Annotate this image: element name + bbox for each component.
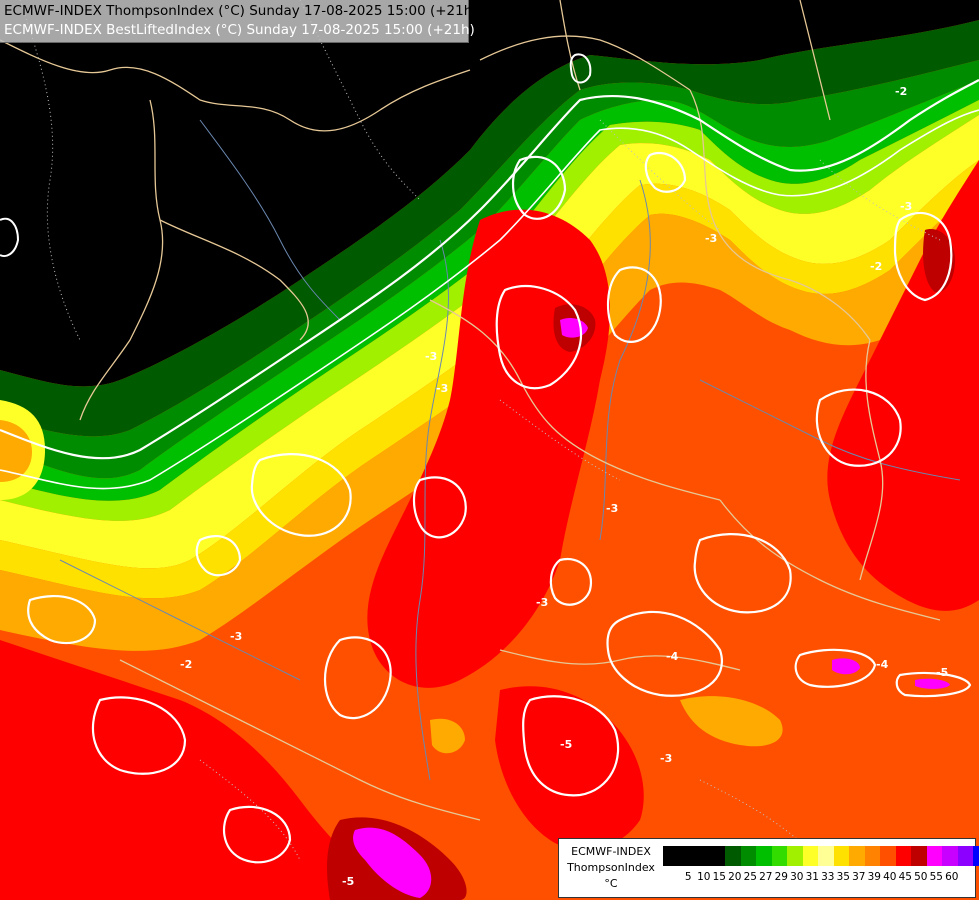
legend-tick-label: 37 [852, 871, 866, 883]
contour-label-group: -3 -3 -3 -3 -3 -3 -3 -3 -4 -4 -5 -5 -5 -… [180, 85, 948, 888]
legend-tick-label: 5 [684, 871, 692, 883]
legend-swatch [942, 846, 958, 866]
field-green-dark [0, 20, 979, 437]
legend-swatch [973, 846, 979, 866]
contours [0, 79, 979, 864]
contour-label: -3 [606, 502, 618, 515]
field-magenta-2 [353, 827, 432, 898]
legend-swatch [818, 846, 834, 866]
legend-tick-label: 15 [712, 871, 726, 883]
contour-label: -3 [436, 382, 448, 395]
contour-label: -4 [666, 650, 679, 663]
legend-swatch [833, 846, 849, 866]
legend-tick-label: 29 [774, 871, 788, 883]
color-legend: ECMWF-INDEX ThompsonIndex °C 5 10 15 20 25 27… [558, 838, 979, 898]
contour-label: -3 [536, 596, 548, 609]
legend-swatch [911, 846, 927, 866]
field-orange-left [0, 420, 32, 482]
legend-model: ECMWF-INDEX [571, 845, 651, 858]
legend-swatch [787, 846, 803, 866]
legend-swatch [864, 846, 880, 866]
legend-swatch [756, 846, 772, 866]
legend-swatch [926, 846, 942, 866]
legend-tick-label: 40 [883, 871, 897, 883]
legend-swatch [740, 846, 756, 866]
legend-tick-label: 35 [836, 871, 850, 883]
dotted-borders [19, 0, 941, 861]
contour-label: -5 [560, 738, 572, 751]
title-line-thompson: ECMWF-INDEX ThompsonIndex (°C) Sunday 17… [4, 3, 478, 19]
contour-label: -2 [870, 260, 882, 273]
legend-swatch [678, 846, 694, 866]
legend-swatch [694, 846, 710, 866]
legend-tick-label: 20 [728, 871, 742, 883]
legend-swatch [957, 846, 973, 866]
legend-tick-label: 55 [929, 871, 943, 883]
legend-swatch [663, 846, 679, 866]
contour-label: -3 [705, 232, 717, 245]
field-green-light [0, 80, 979, 501]
legend-tick-label: 60 [945, 871, 959, 883]
contour-label: -5 [342, 875, 354, 888]
contour-label: -3 [660, 752, 672, 765]
legend-tick-label: 10 [697, 871, 711, 883]
contour-label: -2 [180, 658, 192, 671]
legend-swatch [771, 846, 787, 866]
contour-label: -5 [936, 666, 948, 679]
legend-tick-label: 39 [867, 871, 881, 883]
map-title: ECMWF-INDEX ThompsonIndex (°C) Sunday 17… [0, 0, 478, 43]
legend-tick-label: 45 [898, 871, 912, 883]
legend-swatch [725, 846, 741, 866]
legend-tick-label: 30 [790, 871, 804, 883]
legend-parameter: ThompsonIndex [567, 861, 655, 874]
legend-swatches [663, 846, 979, 866]
legend-swatch [849, 846, 865, 866]
field-orange-patch-2 [430, 718, 465, 754]
legend-tick-label: 25 [743, 871, 757, 883]
legend-swatch [880, 846, 896, 866]
contour-label: -2 [895, 85, 907, 98]
contour-label: -3 [230, 630, 242, 643]
legend-swatch [709, 846, 725, 866]
legend-unit: °C [604, 877, 618, 890]
field-magenta-3 [832, 658, 860, 675]
field-orange-patch-1 [680, 696, 783, 747]
legend-swatch [895, 846, 911, 866]
field-red-south [0, 640, 400, 900]
contour-label: -4 [876, 658, 889, 671]
borders [0, 0, 941, 821]
field-black [0, 0, 979, 387]
contours-small [0, 53, 592, 258]
contour-label: -3 [425, 350, 437, 363]
field-magenta-4 [915, 678, 950, 689]
field-red-southmid [495, 686, 644, 851]
legend-tick-label: 27 [759, 871, 773, 883]
legend-swatch [802, 846, 818, 866]
contour-label: -3 [900, 200, 912, 213]
field-green [0, 60, 979, 479]
title-line-lifted: ECMWF-INDEX BestLiftedIndex (°C) Sunday … [4, 22, 475, 38]
legend-tick-label: 50 [914, 871, 928, 883]
legend-tick-label: 33 [821, 871, 835, 883]
field-red-central [367, 209, 610, 688]
field-yellow [0, 115, 979, 569]
legend-ticks: 5 10 15 20 25 27 29 30 31 33 35 37 39 40 45 50 55 60 [663, 871, 973, 887]
legend-tick-label: 31 [805, 871, 819, 883]
